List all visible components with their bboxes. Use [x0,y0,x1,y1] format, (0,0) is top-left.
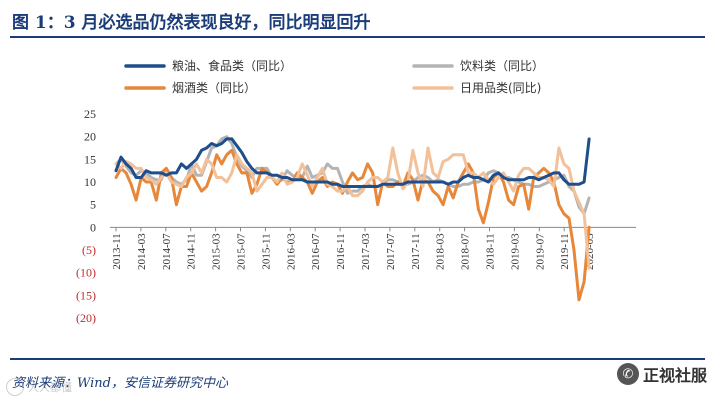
source-note: 资料来源：Wind，安信证券研究中心 [12,376,228,391]
chart-title: 图 1：3 月必选品仍然表现良好，同比明显回升 [12,13,371,33]
x-tick-label: 2014-11 [186,233,198,269]
y-tick-label: 20 [84,130,96,144]
watermark-text: 人人都懂 [28,381,72,394]
x-tick-label: 2016-07 [310,233,322,270]
wechat-icon: ✆ [616,363,639,385]
source-rule [10,358,705,360]
legend-label: 烟酒类（同比） [172,81,256,95]
x-tick-label: 2017-07 [385,233,397,270]
y-tick-label: 0 [90,220,96,234]
x-tick-label: 2014-03 [136,233,148,270]
x-tick-label: 2016-03 [285,233,297,270]
brand[interactable]: ✆ 正视社服 [616,362,707,386]
y-tick-label: (5) [82,243,96,257]
x-tick-label: 2014-07 [161,233,173,270]
watermark-icon [6,378,24,396]
title-rule [10,36,705,38]
x-tick-label: 2018-07 [460,233,472,270]
y-tick-label: (10) [76,266,96,280]
brand-name: 正视社服 [642,366,707,385]
legend-label: 饮料类（同比） [460,59,544,73]
x-tick-label: 2018-03 [435,233,447,270]
legend: 粮油、食品类（同比） 饮料类（同比） 烟酒类（同比） 日用品类(同比) [124,58,544,95]
legend-label: 日用品类(同比) [460,81,541,95]
y-tick-label: 15 [84,152,96,166]
watermark: 人人都懂 [6,378,72,396]
x-tick-label: 2015-11 [260,233,272,269]
y-tick-label: 25 [84,107,96,121]
x-tick-label: 2016-11 [335,233,347,269]
y-tick-label: (20) [76,311,96,325]
x-tick-label: 2015-03 [211,233,223,270]
x-tick-label: 2013-11 [111,233,123,269]
x-tick-label: 2019-11 [559,233,571,269]
series-group [114,135,591,302]
x-tick-label: 2019-07 [534,233,546,270]
series-line-3 [114,148,591,302]
x-tick-label: 2019-03 [509,233,521,270]
y-axis: 25 20 15 10 5 0 (5) (10) (15) (20) [76,107,636,325]
y-tick-label: 5 [90,198,96,212]
y-tick-label: (15) [76,288,96,302]
x-tick-label: 2018-11 [485,233,497,269]
series-line-4 [114,146,591,270]
legend-label: 粮油、食品类（同比） [172,58,292,73]
series-line-1 [114,137,591,188]
x-tick-label: 2017-03 [360,233,372,270]
y-tick-label: 10 [84,175,96,189]
x-tick-label: 2017-11 [410,233,422,269]
x-axis: 2013-11 2014-03 2014-07 2014-11 2015-03 2015-… [111,227,596,270]
x-tick-label: 2015-07 [236,233,248,270]
